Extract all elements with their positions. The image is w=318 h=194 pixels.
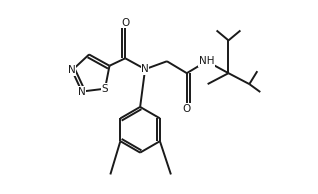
Text: N: N — [141, 64, 149, 74]
Text: N: N — [78, 87, 86, 97]
Text: S: S — [102, 84, 108, 94]
Text: O: O — [183, 104, 191, 114]
Text: O: O — [121, 17, 129, 28]
Text: N: N — [68, 65, 76, 75]
Text: NH: NH — [199, 56, 214, 66]
